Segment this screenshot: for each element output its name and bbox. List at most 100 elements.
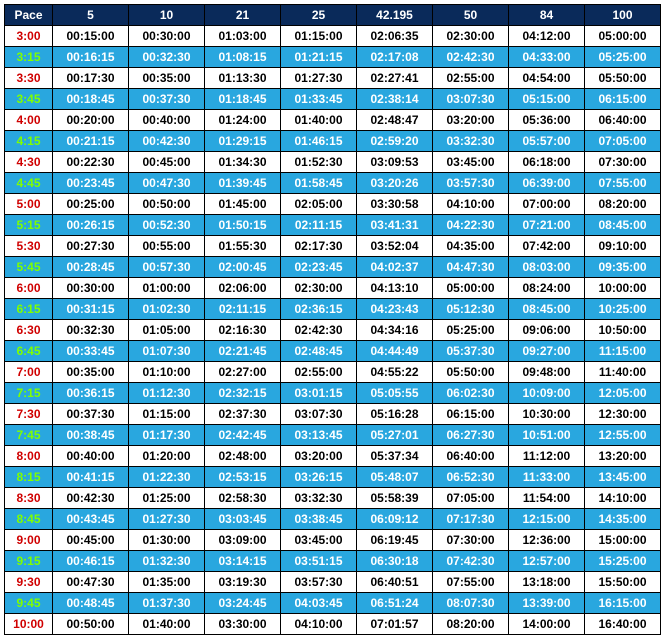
time-cell: 00:31:15 [53,299,129,320]
time-cell: 10:00:00 [585,278,661,299]
time-cell: 04:10:00 [433,194,509,215]
time-cell: 01:22:30 [129,467,205,488]
time-cell: 02:37:30 [205,404,281,425]
time-cell: 02:16:30 [205,320,281,341]
time-cell: 04:44:49 [357,341,433,362]
time-cell: 00:37:30 [53,404,129,425]
time-cell: 12:57:00 [509,551,585,572]
time-cell: 01:29:15 [205,131,281,152]
time-cell: 02:48:47 [357,110,433,131]
time-cell: 01:21:15 [281,47,357,68]
time-cell: 01:55:30 [205,236,281,257]
pace-cell: 8:45 [5,509,53,530]
col-21: 21 [205,5,281,26]
time-cell: 01:34:30 [205,152,281,173]
time-cell: 07:30:00 [585,152,661,173]
time-cell: 03:07:30 [433,89,509,110]
pace-cell: 3:30 [5,68,53,89]
time-cell: 15:25:00 [585,551,661,572]
time-cell: 02:06:35 [357,26,433,47]
time-cell: 00:42:30 [53,488,129,509]
time-cell: 06:18:00 [509,152,585,173]
time-cell: 02:58:30 [205,488,281,509]
time-cell: 16:15:00 [585,593,661,614]
col-5: 5 [53,5,129,26]
time-cell: 03:57:30 [433,173,509,194]
time-cell: 13:18:00 [509,572,585,593]
time-cell: 02:27:41 [357,68,433,89]
pace-cell: 4:15 [5,131,53,152]
time-cell: 01:05:00 [129,320,205,341]
time-cell: 06:40:00 [433,446,509,467]
time-cell: 03:24:45 [205,593,281,614]
time-cell: 09:10:00 [585,236,661,257]
time-cell: 00:30:00 [129,26,205,47]
time-cell: 10:50:00 [585,320,661,341]
time-cell: 04:22:30 [433,215,509,236]
time-cell: 14:00:00 [509,614,585,635]
col-84: 84 [509,5,585,26]
time-cell: 01:25:00 [129,488,205,509]
time-cell: 01:32:30 [129,551,205,572]
table-row: 7:1500:36:1501:12:3002:32:1503:01:1505:0… [5,383,661,404]
time-cell: 02:11:15 [281,215,357,236]
time-cell: 01:24:00 [205,110,281,131]
time-cell: 03:32:30 [281,488,357,509]
time-cell: 00:38:45 [53,425,129,446]
header-row: Pace 5 10 21 25 42.195 50 84 100 [5,5,661,26]
pace-cell: 9:45 [5,593,53,614]
table-row: 8:4500:43:4501:27:3003:03:4503:38:4506:0… [5,509,661,530]
time-cell: 00:17:30 [53,68,129,89]
time-cell: 10:30:00 [509,404,585,425]
pace-cell: 4:00 [5,110,53,131]
time-cell: 05:37:30 [433,341,509,362]
time-cell: 16:40:00 [585,614,661,635]
table-row: 9:1500:46:1501:32:3003:14:1503:51:1506:3… [5,551,661,572]
time-cell: 03:14:15 [205,551,281,572]
time-cell: 03:26:15 [281,467,357,488]
time-cell: 10:09:00 [509,383,585,404]
time-cell: 03:07:30 [281,404,357,425]
time-cell: 06:52:30 [433,467,509,488]
time-cell: 02:17:08 [357,47,433,68]
time-cell: 05:00:00 [433,278,509,299]
col-10: 10 [129,5,205,26]
time-cell: 02:48:45 [281,341,357,362]
time-cell: 05:25:00 [433,320,509,341]
time-cell: 03:03:45 [205,509,281,530]
time-cell: 03:20:26 [357,173,433,194]
time-cell: 03:30:00 [205,614,281,635]
time-cell: 02:21:45 [205,341,281,362]
time-cell: 07:00:00 [509,194,585,215]
time-cell: 00:47:30 [53,572,129,593]
time-cell: 00:25:00 [53,194,129,215]
time-cell: 04:02:37 [357,257,433,278]
time-cell: 11:33:00 [509,467,585,488]
table-row: 9:3000:47:3001:35:0003:19:3003:57:3006:4… [5,572,661,593]
pace-cell: 9:15 [5,551,53,572]
time-cell: 00:40:00 [129,110,205,131]
time-cell: 02:27:00 [205,362,281,383]
time-cell: 07:55:00 [433,572,509,593]
time-cell: 01:00:00 [129,278,205,299]
time-cell: 05:00:00 [585,26,661,47]
time-cell: 00:35:00 [53,362,129,383]
time-cell: 11:54:00 [509,488,585,509]
time-cell: 11:40:00 [585,362,661,383]
time-cell: 00:20:00 [53,110,129,131]
time-cell: 00:22:30 [53,152,129,173]
time-cell: 06:19:45 [357,530,433,551]
time-cell: 00:23:45 [53,173,129,194]
time-cell: 01:52:30 [281,152,357,173]
time-cell: 00:35:00 [129,68,205,89]
pace-cell: 3:45 [5,89,53,110]
time-cell: 00:32:30 [129,47,205,68]
time-cell: 05:36:00 [509,110,585,131]
time-cell: 02:32:15 [205,383,281,404]
time-cell: 01:10:00 [129,362,205,383]
time-cell: 09:06:00 [509,320,585,341]
pace-cell: 5:15 [5,215,53,236]
time-cell: 09:27:00 [509,341,585,362]
pace-table: Pace 5 10 21 25 42.195 50 84 100 3:0000:… [4,4,661,635]
time-cell: 01:18:45 [205,89,281,110]
